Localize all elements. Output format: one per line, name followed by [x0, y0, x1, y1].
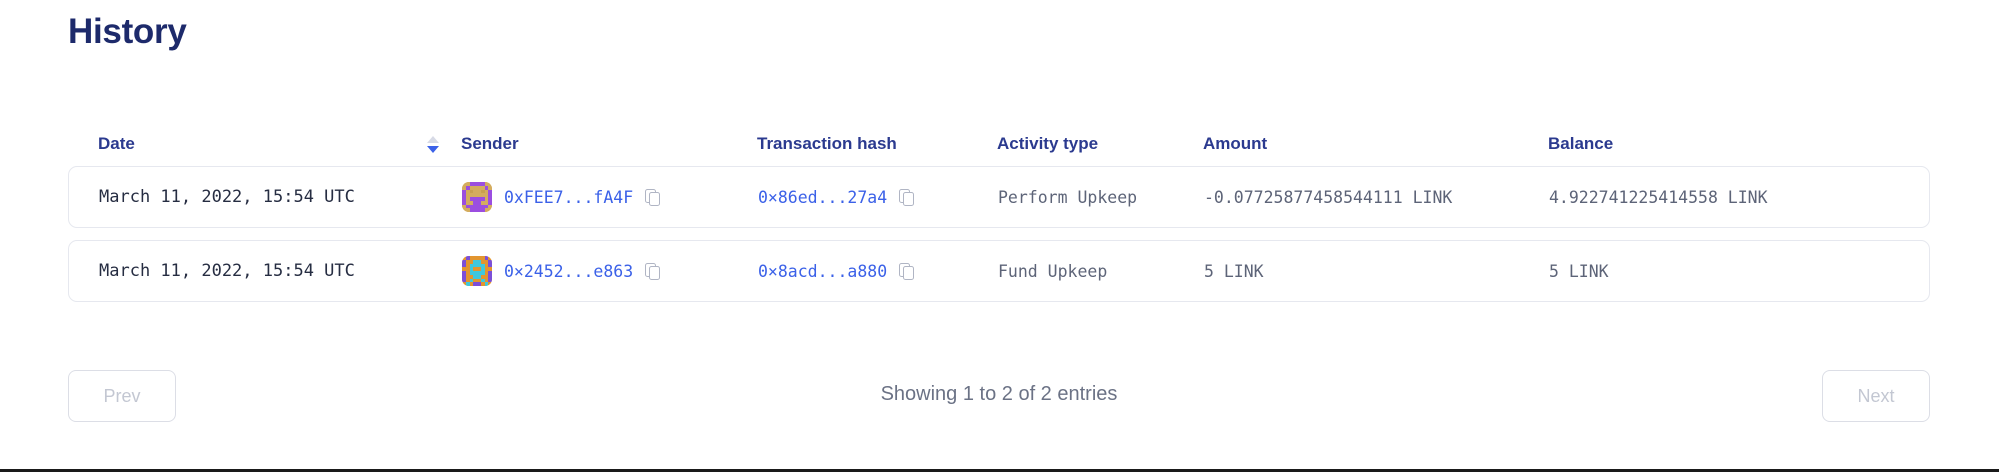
prev-page-button[interactable]: Prev	[68, 370, 176, 422]
copy-hash-icon[interactable]	[899, 262, 915, 280]
column-header-activity-type-label: Activity type	[997, 134, 1099, 153]
column-header-amount-label: Amount	[1203, 134, 1268, 153]
page-title: History	[68, 12, 187, 51]
pagination-status: Showing 1 to 2 of 2 entries	[880, 383, 1118, 405]
cell-date: March 11, 2022, 15:54 UTC	[99, 261, 355, 281]
column-header-date-label: Date	[98, 134, 135, 153]
table-row[interactable]: March 11, 2022, 15:54 UTC 0×2452...e863 …	[68, 240, 1930, 302]
cell-date: March 11, 2022, 15:54 UTC	[99, 187, 355, 207]
transaction-hash-link[interactable]: 0×86ed...27a4	[758, 187, 888, 207]
copy-sender-icon[interactable]	[645, 262, 661, 280]
column-header-amount[interactable]: Amount	[1203, 134, 1548, 154]
cell-amount: -0.07725877458544111 LINK	[1204, 187, 1453, 207]
column-header-activity-type[interactable]: Activity type	[997, 134, 1203, 154]
pagination: Prev Showing 1 to 2 of 2 entries Next	[68, 370, 1930, 422]
column-header-balance-label: Balance	[1548, 134, 1614, 153]
table-header-row: Date Sender Transaction hash Activity ty…	[68, 122, 1930, 166]
caret-down-icon	[427, 145, 439, 153]
column-header-balance[interactable]: Balance	[1548, 134, 1960, 154]
cell-balance: 5 LINK	[1549, 261, 1609, 281]
avatar-identicon-icon	[462, 256, 492, 286]
avatar-identicon-icon	[462, 182, 492, 212]
column-header-transaction-hash-label: Transaction hash	[757, 134, 897, 153]
cell-sender: 0×2452...e863	[462, 256, 758, 286]
sender-address-link[interactable]: 0xFEE7...fA4F	[504, 187, 634, 207]
next-page-button[interactable]: Next	[1822, 370, 1930, 422]
cell-sender: 0xFEE7...fA4F	[462, 182, 758, 212]
cell-amount: 5 LINK	[1204, 261, 1264, 281]
transaction-hash-link[interactable]: 0×8acd...a880	[758, 261, 888, 281]
cell-transaction-hash: 0×86ed...27a4	[758, 188, 998, 207]
copy-hash-icon[interactable]	[899, 188, 915, 206]
column-header-transaction-hash[interactable]: Transaction hash	[757, 134, 997, 154]
copy-sender-icon[interactable]	[645, 188, 661, 206]
column-header-date[interactable]: Date	[98, 134, 461, 154]
table-row[interactable]: March 11, 2022, 15:54 UTC 0xFEE7...fA4F …	[68, 166, 1930, 228]
cell-activity-type: Fund Upkeep	[998, 261, 1108, 281]
sort-indicator-date[interactable]	[427, 135, 439, 153]
cell-transaction-hash: 0×8acd...a880	[758, 262, 998, 281]
history-table: Date Sender Transaction hash Activity ty…	[68, 122, 1930, 314]
column-header-sender[interactable]: Sender	[461, 134, 757, 154]
column-header-sender-label: Sender	[461, 134, 519, 153]
caret-up-icon	[427, 135, 439, 143]
sender-address-link[interactable]: 0×2452...e863	[504, 261, 634, 281]
cell-activity-type: Perform Upkeep	[998, 187, 1138, 207]
cell-balance: 4.922741225414558 LINK	[1549, 187, 1768, 207]
